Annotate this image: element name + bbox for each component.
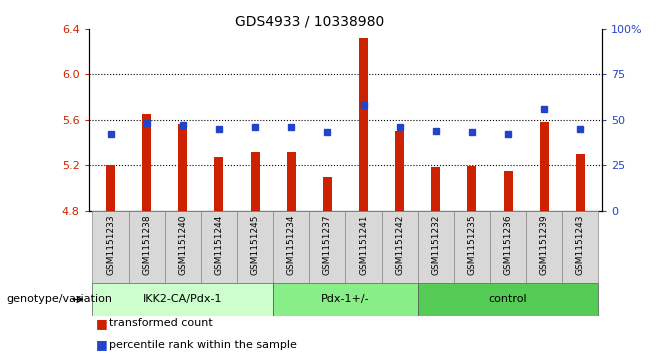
Bar: [431, 167, 440, 211]
Bar: [287, 151, 295, 211]
Text: GDS4933 / 10338980: GDS4933 / 10338980: [235, 15, 384, 29]
Text: GSM1151235: GSM1151235: [467, 214, 476, 275]
Text: control: control: [489, 294, 528, 305]
Text: Pdx-1+/-: Pdx-1+/-: [321, 294, 370, 305]
Bar: [128, 211, 164, 283]
Bar: [178, 125, 188, 211]
Text: GSM1151237: GSM1151237: [323, 214, 332, 275]
Bar: [251, 151, 260, 211]
Bar: [382, 211, 418, 283]
Text: ■: ■: [95, 338, 107, 351]
Bar: [503, 171, 513, 211]
Text: GSM1151242: GSM1151242: [395, 214, 404, 274]
Bar: [92, 283, 273, 316]
Bar: [395, 131, 404, 211]
Bar: [563, 211, 599, 283]
Bar: [359, 38, 368, 211]
Text: GSM1151241: GSM1151241: [359, 214, 368, 275]
Bar: [467, 166, 476, 211]
Bar: [454, 211, 490, 283]
Text: GSM1151233: GSM1151233: [106, 214, 115, 275]
Bar: [540, 122, 549, 211]
Bar: [418, 211, 454, 283]
Bar: [309, 211, 345, 283]
Text: transformed count: transformed count: [109, 318, 213, 328]
Bar: [273, 283, 418, 316]
Bar: [201, 211, 237, 283]
Text: GSM1151234: GSM1151234: [287, 214, 295, 275]
Bar: [215, 157, 224, 211]
Bar: [92, 211, 128, 283]
Text: GSM1151238: GSM1151238: [142, 214, 151, 275]
Text: GSM1151245: GSM1151245: [251, 214, 260, 275]
Text: GSM1151243: GSM1151243: [576, 214, 585, 275]
Bar: [323, 176, 332, 211]
Bar: [345, 211, 382, 283]
Bar: [418, 283, 599, 316]
Text: GSM1151240: GSM1151240: [178, 214, 188, 275]
Bar: [164, 211, 201, 283]
Bar: [576, 154, 585, 211]
Text: IKK2-CA/Pdx-1: IKK2-CA/Pdx-1: [143, 294, 222, 305]
Text: GSM1151244: GSM1151244: [215, 214, 224, 274]
Bar: [106, 165, 115, 211]
Bar: [142, 114, 151, 211]
Bar: [526, 211, 563, 283]
Text: percentile rank within the sample: percentile rank within the sample: [109, 340, 297, 350]
Text: GSM1151239: GSM1151239: [540, 214, 549, 275]
Text: GSM1151236: GSM1151236: [503, 214, 513, 275]
Bar: [273, 211, 309, 283]
Text: ■: ■: [95, 317, 107, 330]
Bar: [237, 211, 273, 283]
Text: GSM1151232: GSM1151232: [431, 214, 440, 275]
Text: genotype/variation: genotype/variation: [7, 294, 113, 305]
Bar: [490, 211, 526, 283]
